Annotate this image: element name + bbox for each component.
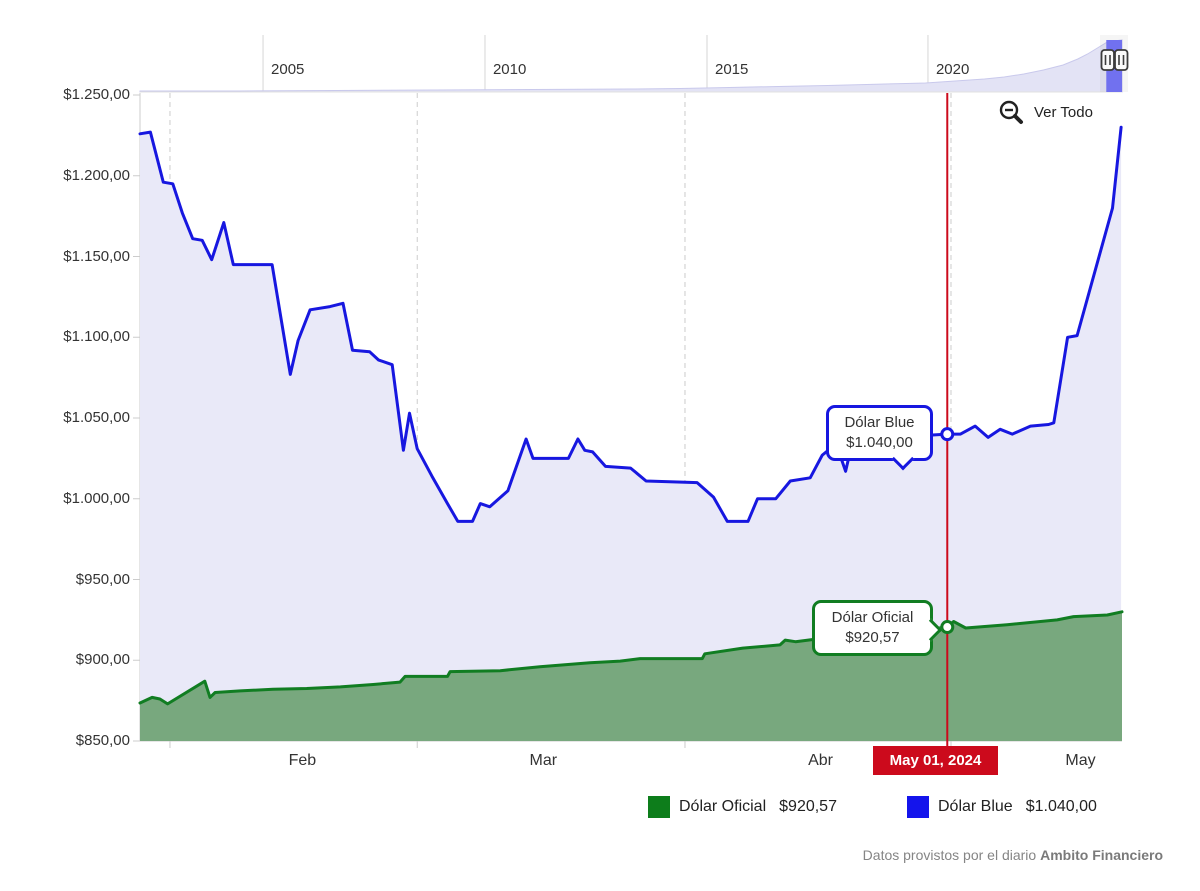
- tooltip-dolar-blue: Dólar Blue $1.040,00: [826, 405, 933, 471]
- navigator-year-label: 2020: [935, 61, 970, 78]
- navigator-year-label: 2015: [715, 61, 749, 78]
- ver-todo-label: Ver Todo: [1034, 104, 1093, 121]
- tooltip-value: $1.040,00: [846, 434, 913, 451]
- selected-date-flag: May 01, 2024: [873, 746, 998, 775]
- credit-prefix: Datos provistos por el diario: [862, 847, 1041, 863]
- y-axis-tick-label: $1.050,00: [63, 409, 130, 426]
- y-axis-tick-label: $1.250,00: [63, 86, 130, 103]
- y-axis-tick-label: $950,00: [75, 570, 130, 588]
- x-axis-month-label: Abr: [808, 752, 834, 769]
- navigator-year-label: 2010: [492, 61, 527, 78]
- dolar-blue-marker: [940, 427, 955, 442]
- navigator-year-label: 2005: [271, 61, 305, 78]
- x-axis-month-label: Feb: [288, 752, 317, 769]
- dolar-blue-series-line: [138, 125, 1123, 523]
- tooltip-value: $920,57: [845, 629, 900, 646]
- legend-value: $1.040,00: [1025, 798, 1097, 815]
- y-axis-tick-label: $850,00: [75, 732, 130, 749]
- x-axis-month-label: Mar: [529, 752, 558, 769]
- tooltip-title: Dólar Blue: [844, 414, 915, 431]
- dolar-oficial-marker: [940, 620, 955, 635]
- data-source-credit: Datos provistos por el diario Ambito Fin…: [863, 847, 1163, 863]
- y-axis-tick-label: $1.200,00: [63, 166, 130, 184]
- y-axis-tick-label: $1.100,00: [63, 328, 130, 346]
- tooltip-title: Dólar Oficial: [831, 609, 914, 626]
- x-axis-month-label: May: [1065, 752, 1096, 769]
- tooltip-dolar-oficial: Dólar Oficial $920,57: [812, 600, 943, 656]
- dolar-blue-series-area: [140, 127, 1122, 742]
- y-axis-tick-label: $900,00: [75, 651, 130, 669]
- zoom-out-icon: [998, 99, 1025, 126]
- legend-item-dolar-oficial[interactable]: Dólar Oficial $920,57: [648, 796, 837, 818]
- y-axis-tick-label: $1.000,00: [63, 489, 130, 507]
- legend-item-dolar-blue[interactable]: Dólar Blue $1.040,00: [907, 796, 1097, 818]
- legend-label: Dólar Oficial: [679, 798, 767, 815]
- credit-source: Ambito Financiero: [1040, 847, 1163, 863]
- y-axis-tick-label: $1.150,00: [63, 247, 130, 265]
- navigator-grip-handle-icon[interactable]: [1100, 49, 1115, 71]
- navigator-sparkline: [139, 39, 1123, 93]
- legend-value: $920,57: [779, 798, 837, 815]
- ver-todo-button[interactable]: Ver Todo: [996, 97, 1095, 128]
- navigator-grip-handle-icon[interactable]: [1114, 49, 1129, 71]
- legend-swatch-blue: [907, 796, 929, 818]
- legend-swatch-green: [648, 796, 670, 818]
- legend-label: Dólar Blue: [938, 798, 1013, 815]
